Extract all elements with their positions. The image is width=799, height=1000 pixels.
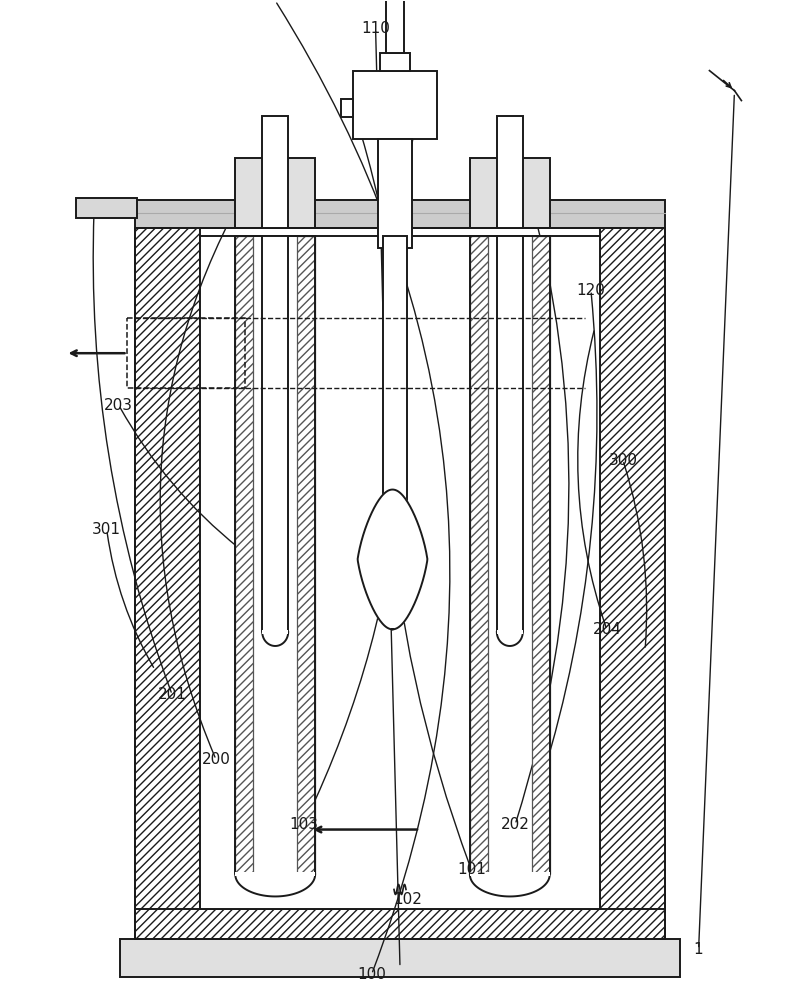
Bar bbox=[378, 139, 412, 248]
Polygon shape bbox=[358, 490, 427, 629]
Bar bbox=[297, 236, 315, 874]
Bar bbox=[470, 236, 550, 874]
Bar bbox=[470, 236, 488, 874]
Bar bbox=[341, 99, 353, 117]
Bar bbox=[497, 116, 523, 228]
Bar bbox=[600, 228, 665, 939]
Bar bbox=[497, 630, 523, 634]
Bar bbox=[128, 318, 245, 388]
Bar bbox=[380, 53, 410, 71]
Text: 300: 300 bbox=[608, 453, 638, 468]
Polygon shape bbox=[262, 632, 288, 646]
Bar bbox=[383, 236, 407, 586]
Text: 110: 110 bbox=[361, 21, 390, 36]
Text: 301: 301 bbox=[92, 522, 121, 537]
Text: 101: 101 bbox=[457, 862, 486, 877]
Bar bbox=[386, 0, 404, 53]
Bar bbox=[262, 116, 288, 228]
Polygon shape bbox=[470, 874, 550, 896]
Bar bbox=[262, 236, 288, 632]
Text: 120: 120 bbox=[577, 283, 606, 298]
Bar bbox=[201, 236, 600, 909]
Text: 204: 204 bbox=[592, 622, 622, 637]
Bar bbox=[353, 71, 437, 139]
Bar bbox=[235, 236, 315, 874]
Polygon shape bbox=[497, 632, 523, 646]
Bar bbox=[136, 228, 201, 939]
Bar bbox=[532, 236, 550, 874]
Bar bbox=[497, 236, 523, 632]
Bar bbox=[136, 228, 665, 939]
Text: 1: 1 bbox=[694, 942, 703, 957]
Polygon shape bbox=[235, 874, 315, 896]
Text: 102: 102 bbox=[393, 892, 422, 907]
Text: 201: 201 bbox=[157, 687, 187, 702]
Bar bbox=[136, 909, 665, 939]
Text: 203: 203 bbox=[104, 398, 133, 413]
Bar bbox=[470, 158, 550, 228]
Text: 100: 100 bbox=[357, 967, 386, 982]
Text: 103: 103 bbox=[289, 817, 318, 832]
Bar bbox=[262, 630, 288, 634]
Bar bbox=[235, 872, 315, 876]
Text: 200: 200 bbox=[201, 752, 230, 767]
Bar bbox=[121, 939, 679, 977]
Bar bbox=[136, 200, 665, 228]
Bar bbox=[470, 872, 550, 876]
Bar bbox=[235, 158, 315, 228]
Bar bbox=[235, 236, 253, 874]
Text: 202: 202 bbox=[501, 817, 530, 832]
Bar bbox=[76, 198, 137, 218]
